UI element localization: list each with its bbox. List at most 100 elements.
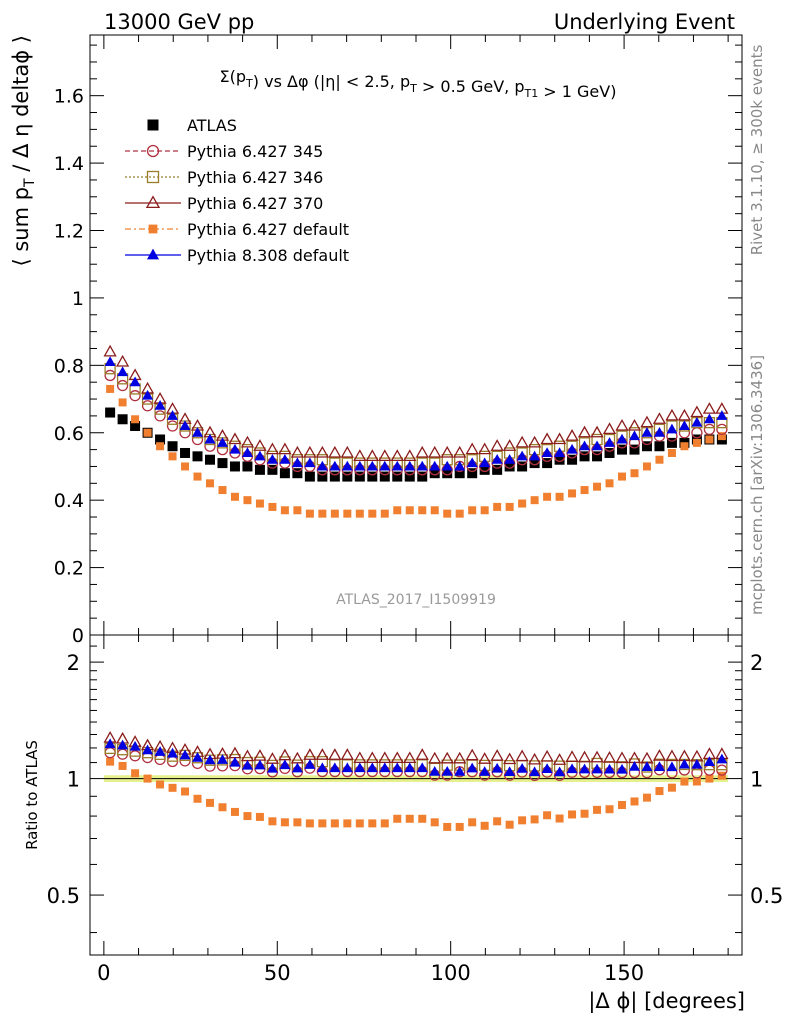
- point-atlas: [504, 461, 515, 472]
- point-pythia-6-427-default: [218, 486, 227, 495]
- point-pythia-8-308-default: [304, 457, 316, 468]
- point-pythia-8-308-default: [192, 427, 204, 437]
- point-pythia-6-427-370: [115, 354, 130, 367]
- point-pythia-6-427-default: [393, 506, 402, 515]
- point-pythia-6-427-default: [243, 496, 252, 505]
- ratio-point-pythia-8-308-default: [391, 762, 403, 773]
- ratio-point-pythia-6-427-default: [230, 807, 239, 816]
- ratio-point-pythia-6-427-default: [430, 818, 439, 827]
- ratio-point-pythia-8-308-default: [516, 763, 528, 773]
- point-pythia-6-427-370: [303, 445, 317, 458]
- point-pythia-6-427-default: [193, 472, 202, 481]
- ratio-point-pythia-6-427-370: [665, 749, 679, 762]
- point-pythia-8-308-default: [129, 376, 141, 387]
- point-pythia-8-308-default: [579, 440, 591, 451]
- legend-marker: [148, 224, 158, 234]
- point-pythia-6-427-default: [642, 462, 651, 471]
- point-pythia-6-427-default: [630, 469, 639, 478]
- point-atlas: [492, 464, 503, 475]
- point-atlas: [392, 471, 403, 482]
- ratio-point-pythia-8-308-default: [529, 766, 541, 777]
- point-pythia-6-427-345: [703, 423, 716, 436]
- ratio-point-pythia-8-308-default: [691, 758, 703, 769]
- main-ytick-label: 0.6: [54, 423, 84, 445]
- ratio-ytick-label-left: 0.5: [47, 884, 80, 908]
- legend-label: Pythia 8.308 default: [187, 246, 349, 265]
- point-atlas: [229, 461, 240, 472]
- point-pythia-6-427-default: [430, 506, 439, 515]
- ratio-point-pythia-6-427-370: [265, 752, 280, 764]
- point-pythia-6-427-default: [468, 506, 477, 515]
- point-pythia-6-427-default: [555, 492, 564, 501]
- ratio-point-pythia-8-308-default: [429, 765, 441, 776]
- point-pythia-8-308-default: [404, 460, 416, 471]
- ratio-point-pythia-6-427-default: [605, 805, 614, 814]
- point-atlas: [192, 451, 203, 462]
- ratio-point-pythia-6-427-default: [243, 812, 252, 821]
- ratio-point-pythia-6-427-370: [602, 751, 617, 763]
- point-pythia-6-427-default: [168, 452, 177, 461]
- ratio-point-pythia-6-427-370: [240, 749, 255, 762]
- header-left: 13000 GeV pp: [104, 10, 254, 34]
- point-pythia-6-427-default: [355, 509, 364, 518]
- ratio-point-pythia-6-427-370: [315, 748, 329, 760]
- ratio-point-pythia-6-427-default: [443, 822, 452, 831]
- point-pythia-8-308-default: [241, 447, 253, 457]
- point-atlas: [617, 444, 628, 455]
- point-pythia-6-427-default: [543, 492, 552, 501]
- ratio-point-pythia-6-427-370: [378, 751, 392, 764]
- point-pythia-6-427-370: [527, 435, 542, 448]
- point-pythia-8-308-default: [391, 460, 403, 471]
- ratio-point-pythia-8-308-default: [666, 761, 678, 772]
- ratio-point-pythia-6-427-370: [577, 750, 592, 763]
- ratio-point-pythia-6-427-default: [543, 811, 552, 820]
- point-pythia-6-427-default: [255, 499, 264, 508]
- point-atlas: [554, 454, 565, 465]
- point-atlas: [317, 471, 328, 482]
- point-pythia-8-308-default: [216, 437, 228, 447]
- ratio-point-pythia-8-308-default: [454, 765, 466, 776]
- point-pythia-6-427-370: [552, 432, 567, 445]
- ratio-point-pythia-6-427-370: [303, 748, 317, 760]
- ratio-point-pythia-6-427-345: [104, 747, 116, 759]
- point-atlas: [479, 464, 490, 475]
- ratio-point-pythia-6-427-default: [305, 819, 314, 828]
- main-axis-ticks: 0 0.2 0.4 0.6 0.8 1 1.2 1.4 1.6: [54, 35, 742, 647]
- ratio-point-pythia-6-427-default: [393, 814, 402, 823]
- point-pythia-8-308-default: [117, 366, 129, 377]
- ratio-point-pythia-6-427-370: [590, 750, 604, 763]
- point-pythia-6-427-370: [465, 442, 479, 455]
- ratio-point-pythia-6-427-default: [168, 783, 177, 792]
- point-pythia-8-308-default: [366, 460, 378, 471]
- ratio-point-pythia-6-427-default: [156, 780, 165, 789]
- point-pythia-8-308-default: [429, 460, 441, 471]
- legend: ATLAS Pythia 6.427 345 Pythia 6.427 346 Pyt…: [125, 116, 349, 265]
- mcplots-label: mcplots.cern.ch [arXiv:1306.3436]: [748, 355, 766, 615]
- ratio-ytick-label-left: 2: [67, 651, 80, 675]
- main-ytick-label: 0: [72, 625, 84, 647]
- ratio-xtick-label: 0: [97, 961, 110, 985]
- legend-marker: [146, 144, 160, 158]
- point-pythia-8-308-default: [104, 356, 116, 366]
- ratio-point-pythia-6-427-370: [615, 751, 629, 764]
- point-pythia-6-427-370: [540, 432, 554, 445]
- point-atlas: [130, 421, 141, 432]
- main-ylabel: ⟨ sum pT / Δ η deltaϕ ⟩: [9, 35, 38, 267]
- rivet-label: Rivet 3.1.10, ≥ 300k events: [748, 45, 766, 256]
- ratio-point-pythia-6-427-370: [428, 751, 442, 764]
- point-pythia-6-427-default: [405, 506, 414, 515]
- point-pythia-6-427-default: [568, 489, 577, 498]
- ratio-point-pythia-8-308-default: [341, 762, 353, 773]
- ratio-point-pythia-6-427-default: [692, 777, 701, 786]
- ratio-point-pythia-6-427-default: [205, 798, 214, 807]
- point-pythia-8-308-default: [441, 460, 453, 471]
- point-pythia-6-427-default: [667, 448, 676, 457]
- point-pythia-6-427-370: [490, 439, 504, 451]
- watermark: ATLAS_2017_I1509919: [336, 592, 496, 608]
- x-axis-label: |Δ ϕ| [degrees]: [588, 989, 745, 1014]
- ratio-point-pythia-6-427-default: [330, 819, 339, 828]
- ratio-point-pythia-6-427-370: [627, 751, 642, 764]
- ratio-point-pythia-8-308-default: [129, 740, 141, 751]
- point-pythia-6-427-370: [503, 439, 517, 451]
- point-pythia-6-427-default: [443, 509, 452, 518]
